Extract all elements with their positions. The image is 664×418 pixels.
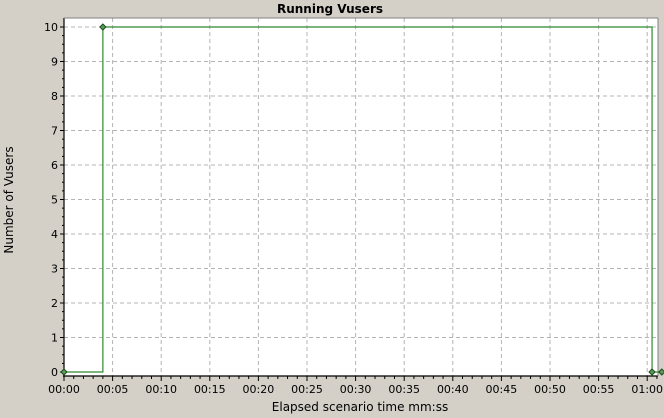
y-tick-label: 6 (51, 159, 58, 172)
y-tick-label: 4 (51, 228, 58, 241)
data-point (648, 368, 656, 376)
data-point (99, 23, 107, 31)
x-tick-label: 00:50 (534, 383, 566, 396)
x-tick-label: 00:00 (48, 383, 80, 396)
chart-title: Running Vusers (277, 2, 383, 16)
y-tick-label: 5 (51, 194, 58, 207)
x-tick-label: 00:25 (291, 383, 323, 396)
x-tick-label: 01:00 (631, 383, 663, 396)
x-tick-label: 00:15 (194, 383, 226, 396)
y-tick-label: 3 (51, 263, 58, 276)
data-point (60, 368, 68, 376)
grid-lines (64, 18, 658, 376)
x-tick-label: 00:55 (583, 383, 615, 396)
x-tick-label: 00:40 (437, 383, 469, 396)
x-tick-label: 00:20 (243, 383, 275, 396)
data-point (658, 368, 664, 376)
plot-area (64, 18, 658, 376)
x-tick-label: 00:10 (145, 383, 177, 396)
x-tick-label: 00:05 (97, 383, 129, 396)
y-tick-label: 7 (51, 125, 58, 138)
y-tick-label: 0 (51, 366, 58, 379)
x-tick-label: 00:30 (340, 383, 372, 396)
y-axis-label: Number of Vusers (2, 146, 16, 253)
x-axis-label: Elapsed scenario time mm:ss (272, 400, 448, 414)
x-tick-label: 00:45 (486, 383, 518, 396)
y-tick-label: 10 (44, 21, 58, 34)
x-tick-label: 00:35 (388, 383, 420, 396)
y-tick-label: 1 (51, 332, 58, 345)
y-tick-label: 9 (51, 56, 58, 69)
y-tick-label: 8 (51, 90, 58, 103)
y-tick-label: 2 (51, 297, 58, 310)
